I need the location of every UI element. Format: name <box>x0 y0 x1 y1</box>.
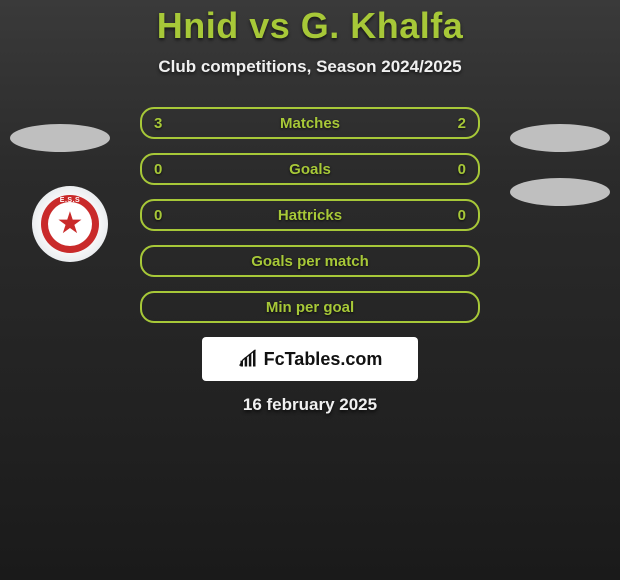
fctables-logo-box: FcTables.com <box>202 337 418 381</box>
stat-left-value: 3 <box>154 115 162 132</box>
player-right-silhouette-1 <box>510 124 610 152</box>
stat-left-value: 0 <box>154 207 162 224</box>
stat-label: Goals <box>289 161 331 178</box>
content-area: Hnid vs G. Khalfa Club competitions, Sea… <box>0 0 620 415</box>
stat-label: Hattricks <box>278 207 342 224</box>
player-left-silhouette <box>10 124 110 152</box>
stat-right-value: 0 <box>458 161 466 178</box>
club-badge: E.S.S ★ <box>32 186 108 262</box>
stat-row-matches: 3 Matches 2 <box>140 107 480 139</box>
stat-row-hattricks: 0 Hattricks 0 <box>140 199 480 231</box>
stat-row-min-per-goal: Min per goal <box>140 291 480 323</box>
stats-container: 3 Matches 2 0 Goals 0 0 Hattricks 0 Goal… <box>140 107 480 323</box>
subtitle: Club competitions, Season 2024/2025 <box>0 57 620 77</box>
stat-right-value: 2 <box>458 115 466 132</box>
stat-row-goals-per-match: Goals per match <box>140 245 480 277</box>
stat-left-value: 0 <box>154 161 162 178</box>
player-right-silhouette-2 <box>510 178 610 206</box>
page-title: Hnid vs G. Khalfa <box>0 5 620 47</box>
date-label: 16 february 2025 <box>0 395 620 415</box>
stat-label: Goals per match <box>251 253 369 270</box>
club-star-icon: ★ <box>48 202 92 246</box>
fctables-logo-text: FcTables.com <box>264 349 383 370</box>
club-badge-inner: E.S.S ★ <box>41 195 99 253</box>
stat-row-goals: 0 Goals 0 <box>140 153 480 185</box>
stat-label: Min per goal <box>266 299 354 316</box>
stat-label: Matches <box>280 115 340 132</box>
stat-right-value: 0 <box>458 207 466 224</box>
chart-icon <box>238 349 258 369</box>
